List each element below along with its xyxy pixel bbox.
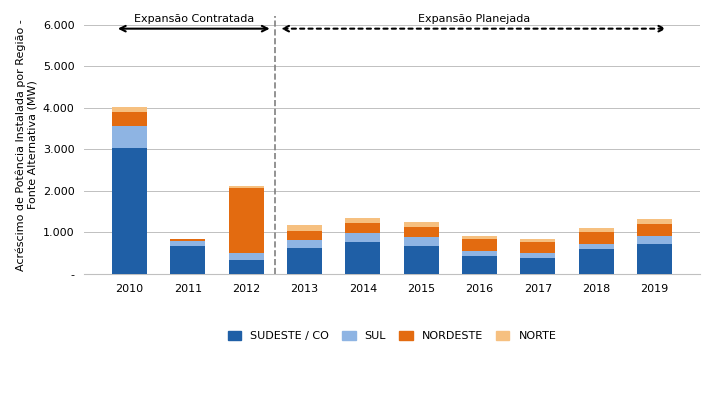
Bar: [170, 239, 205, 242]
Bar: [637, 224, 672, 236]
Bar: [345, 233, 380, 242]
Bar: [637, 244, 672, 274]
Bar: [345, 223, 380, 233]
Bar: [287, 248, 322, 274]
Bar: [170, 242, 205, 245]
Text: Expansão Planejada: Expansão Planejada: [418, 14, 530, 24]
Bar: [462, 256, 497, 274]
Bar: [345, 242, 380, 274]
Bar: [462, 236, 497, 239]
Bar: [229, 260, 264, 274]
Bar: [578, 249, 613, 274]
Bar: [521, 253, 556, 258]
Bar: [112, 126, 147, 149]
Bar: [637, 236, 672, 244]
Bar: [287, 225, 322, 230]
Bar: [404, 222, 439, 227]
Bar: [521, 258, 556, 274]
Y-axis label: Acréscimo de Potência Instalada por Região -
Fonte Alternativa (MW): Acréscimo de Potência Instalada por Regi…: [15, 19, 37, 271]
Bar: [521, 242, 556, 253]
Bar: [404, 227, 439, 237]
Bar: [112, 112, 147, 126]
Bar: [229, 188, 264, 253]
Bar: [404, 246, 439, 274]
Bar: [112, 107, 147, 112]
Bar: [404, 237, 439, 246]
Bar: [170, 245, 205, 274]
Bar: [521, 238, 556, 242]
Bar: [345, 218, 380, 223]
Bar: [287, 240, 322, 248]
Text: Expansão Contratada: Expansão Contratada: [134, 14, 254, 24]
Bar: [578, 243, 613, 249]
Bar: [462, 251, 497, 256]
Bar: [578, 228, 613, 232]
Bar: [112, 149, 147, 274]
Bar: [578, 232, 613, 243]
Bar: [462, 239, 497, 251]
Legend: SUDESTE / CO, SUL, NORDESTE, NORTE: SUDESTE / CO, SUL, NORDESTE, NORTE: [223, 327, 561, 346]
Bar: [637, 219, 672, 224]
Bar: [287, 230, 322, 240]
Bar: [229, 186, 264, 188]
Bar: [229, 253, 264, 260]
